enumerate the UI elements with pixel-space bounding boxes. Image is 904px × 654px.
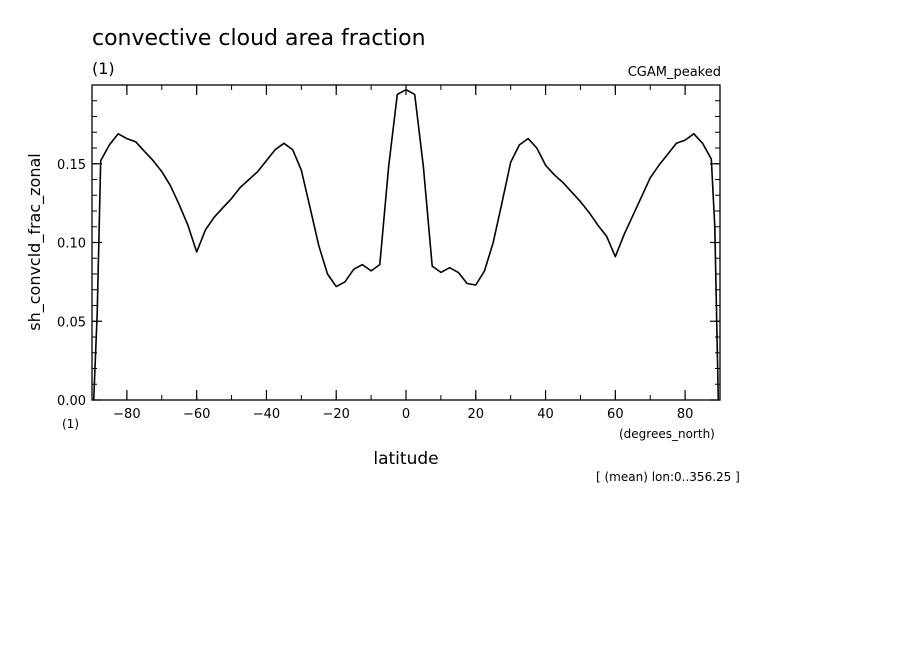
y-tick-label: 0.05 [57,315,86,330]
y-tick-label: 0.15 [57,158,86,173]
y-axis-label: sh_convcld_frac_zonal [25,153,45,330]
y-tick-label: 0.00 [57,394,86,409]
x-tick-label: −40 [253,407,280,422]
x-axis-label: latitude [373,449,438,469]
x-axis-units: (degrees_north) [619,427,715,441]
axis-ticks [91,84,721,401]
plot-frame [91,84,721,401]
footnote: [ (mean) lon:0..356.25 ] [596,470,740,484]
x-tick-label: 60 [607,407,624,422]
y-axis-units: (1) [62,417,79,431]
chart-title: convective cloud area fraction [92,26,426,51]
series-line [92,88,720,401]
dataset-label: CGAM_peaked [628,65,721,80]
x-tick-label: −60 [183,407,210,422]
series-layer [92,88,720,401]
chart-subtitle: (1) [92,59,115,78]
tick-labels: −80 −60 −40 −20 0 20 40 60 80 0.00 0.05 0.10 0.15 [57,158,693,422]
x-tick-label: −20 [323,407,350,422]
x-tick-label: −80 [113,407,140,422]
x-tick-label: 0 [402,407,410,422]
x-tick-label: 20 [468,407,485,422]
y-tick-label: 0.10 [57,237,86,252]
x-tick-label: 80 [677,407,694,422]
x-tick-label: 40 [537,407,554,422]
